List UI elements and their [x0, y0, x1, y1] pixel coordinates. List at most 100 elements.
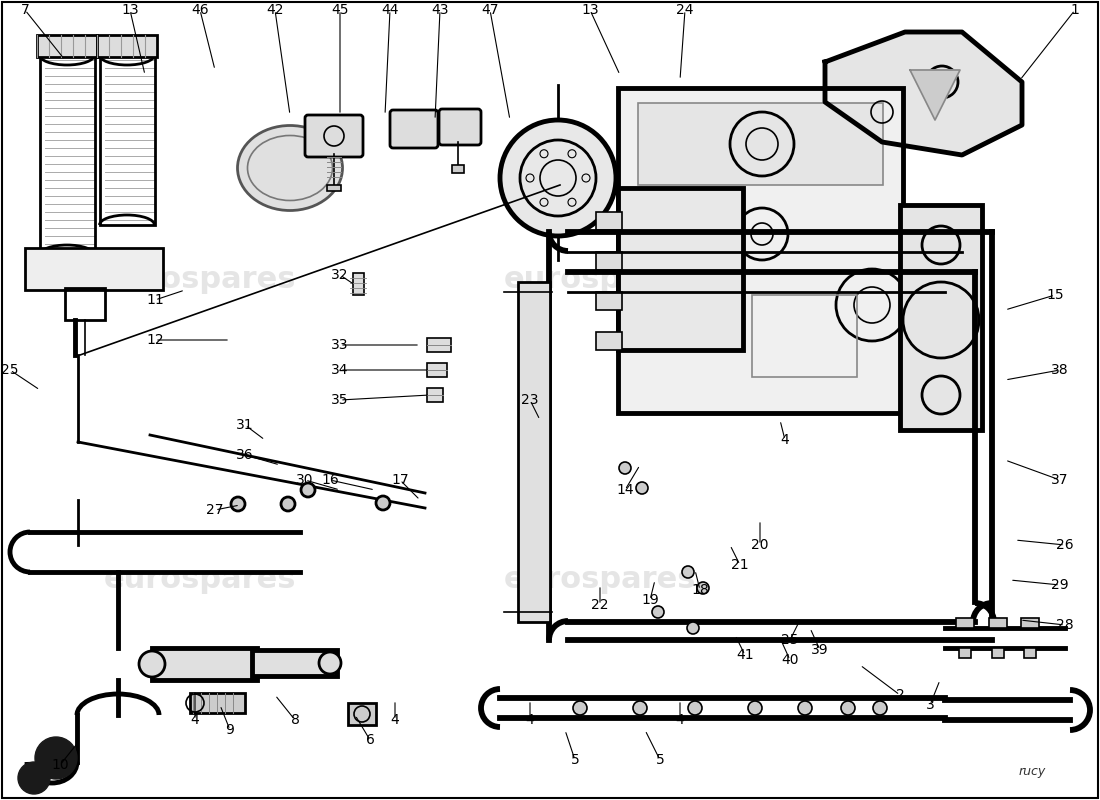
Text: 34: 34 — [331, 363, 349, 377]
Circle shape — [748, 701, 762, 715]
Text: 5: 5 — [656, 753, 664, 767]
Text: 4: 4 — [190, 713, 199, 727]
Text: 21: 21 — [732, 558, 749, 572]
Circle shape — [573, 701, 587, 715]
Text: 42: 42 — [266, 3, 284, 17]
Text: 25: 25 — [1, 363, 19, 377]
Circle shape — [18, 762, 50, 794]
Text: rucy: rucy — [1019, 766, 1046, 778]
Circle shape — [139, 651, 165, 677]
Circle shape — [500, 120, 616, 236]
Bar — [190, 693, 245, 713]
Text: 19: 19 — [641, 593, 659, 607]
Text: 39: 39 — [811, 643, 828, 657]
Bar — [327, 185, 341, 191]
Text: eurospares: eurospares — [103, 266, 296, 294]
Circle shape — [798, 701, 812, 715]
Circle shape — [319, 652, 341, 674]
Text: 28: 28 — [1056, 618, 1074, 632]
Text: 43: 43 — [431, 3, 449, 17]
Text: eurospares: eurospares — [504, 566, 696, 594]
Bar — [956, 618, 974, 628]
Text: 9: 9 — [226, 723, 234, 737]
Bar — [427, 363, 447, 377]
Text: 23: 23 — [521, 393, 539, 407]
Bar — [452, 165, 464, 173]
Bar — [596, 292, 622, 310]
Circle shape — [280, 497, 295, 511]
Text: 14: 14 — [616, 483, 634, 497]
FancyBboxPatch shape — [305, 115, 363, 157]
Text: 45: 45 — [331, 3, 349, 17]
Bar — [353, 273, 364, 295]
Text: 44: 44 — [382, 3, 398, 17]
Bar — [752, 295, 857, 377]
Text: 12: 12 — [146, 333, 164, 347]
Text: 4: 4 — [781, 433, 790, 447]
Text: 4: 4 — [675, 713, 684, 727]
Text: 20: 20 — [751, 538, 769, 552]
Bar — [1024, 648, 1036, 658]
Text: 47: 47 — [482, 3, 498, 17]
Text: 46: 46 — [191, 3, 209, 17]
Bar — [518, 282, 550, 622]
Text: 11: 11 — [146, 293, 164, 307]
Bar — [618, 188, 742, 350]
Text: 15: 15 — [1046, 288, 1064, 302]
Text: 13: 13 — [581, 3, 598, 17]
Text: 30: 30 — [296, 473, 314, 487]
Bar — [1021, 618, 1040, 628]
Circle shape — [652, 606, 664, 618]
Bar — [40, 55, 95, 255]
Bar — [618, 88, 903, 413]
Text: 18: 18 — [691, 583, 708, 597]
FancyBboxPatch shape — [439, 109, 481, 145]
Text: 17: 17 — [392, 473, 409, 487]
Bar — [348, 703, 376, 725]
Text: 33: 33 — [331, 338, 349, 352]
Circle shape — [632, 701, 647, 715]
Bar — [989, 618, 1006, 628]
Bar — [900, 205, 982, 430]
Text: 6: 6 — [365, 733, 374, 747]
Bar — [252, 650, 337, 676]
Bar — [992, 648, 1004, 658]
Bar — [152, 648, 257, 680]
Bar — [638, 103, 883, 185]
Text: 26: 26 — [1056, 538, 1074, 552]
Text: 8: 8 — [290, 713, 299, 727]
Bar — [596, 332, 622, 350]
Text: 27: 27 — [207, 503, 223, 517]
Circle shape — [35, 737, 77, 779]
Circle shape — [697, 582, 710, 594]
Bar — [97, 35, 157, 57]
Text: 2: 2 — [895, 688, 904, 702]
Text: 16: 16 — [321, 473, 339, 487]
Bar — [596, 252, 622, 270]
Bar — [959, 648, 971, 658]
Ellipse shape — [238, 126, 342, 210]
Bar — [25, 248, 163, 290]
Circle shape — [688, 701, 702, 715]
Text: 31: 31 — [236, 418, 254, 432]
Text: 40: 40 — [781, 653, 799, 667]
Text: 32: 32 — [331, 268, 349, 282]
Text: 24: 24 — [676, 3, 694, 17]
FancyBboxPatch shape — [390, 110, 438, 148]
Text: 3: 3 — [925, 698, 934, 712]
Text: 4: 4 — [390, 713, 399, 727]
Polygon shape — [910, 70, 960, 120]
Text: 37: 37 — [1052, 473, 1069, 487]
Text: 22: 22 — [592, 598, 608, 612]
Circle shape — [873, 701, 887, 715]
Text: eurospares: eurospares — [504, 266, 696, 294]
Circle shape — [636, 482, 648, 494]
Text: 1: 1 — [1070, 3, 1079, 17]
Bar — [596, 212, 622, 230]
Bar — [427, 388, 443, 402]
Circle shape — [231, 497, 245, 511]
Text: 35: 35 — [331, 393, 349, 407]
Circle shape — [301, 483, 315, 497]
Text: 25: 25 — [781, 633, 799, 647]
Text: 13: 13 — [121, 3, 139, 17]
